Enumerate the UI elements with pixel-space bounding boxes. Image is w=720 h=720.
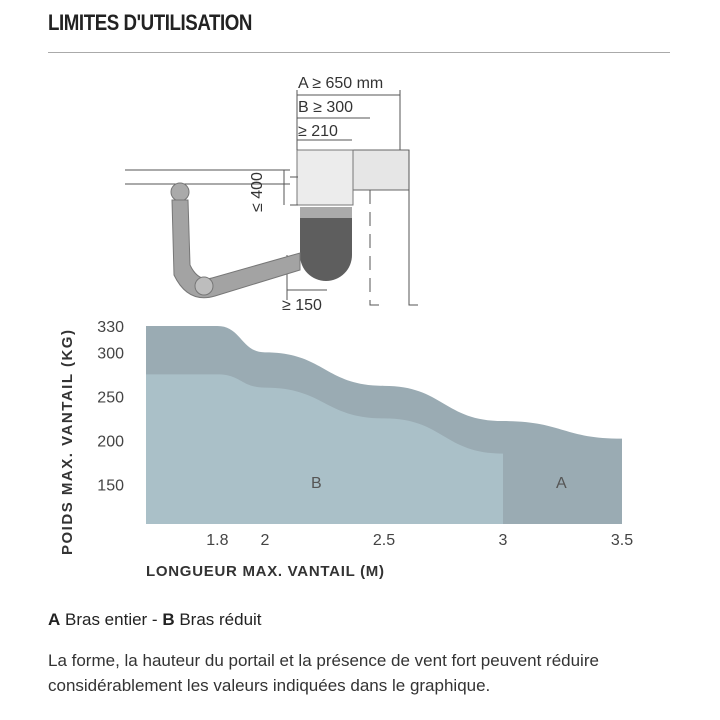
y-tick-label: 330: [97, 319, 124, 336]
legend: A Bras entier - B Bras réduit: [48, 610, 262, 630]
dim-150-label: ≥ 150: [282, 297, 322, 314]
note-text: La forme, la hauteur du portail et la pr…: [48, 651, 599, 695]
x-tick-label: 3.5: [611, 532, 633, 549]
legend-b-text: Bras réduit: [174, 610, 262, 629]
y-tick-label: 300: [97, 345, 124, 362]
y-tick-label: 200: [97, 433, 124, 450]
motor-body: [300, 218, 352, 281]
area-series-b: [146, 374, 503, 524]
motor-top: [300, 207, 352, 219]
x-tick-label: 2: [261, 532, 270, 549]
dimension-lines-2: [283, 170, 327, 300]
divider: [48, 52, 670, 53]
wall-line: [408, 150, 418, 306]
arm-joint: [194, 276, 214, 296]
x-tick-label: 2.5: [373, 532, 395, 549]
dashed-line: [369, 190, 385, 306]
dim-400-label: ≤ 400: [249, 172, 266, 212]
region-label-a: A: [556, 475, 567, 492]
motor-bracket: [296, 149, 354, 206]
x-tick-label: 3: [499, 532, 508, 549]
region-label-b: B: [311, 475, 322, 492]
gate-leaf: [125, 169, 290, 185]
x-tick-label: 1.8: [206, 532, 228, 549]
x-axis-label: LONGUEUR MAX. VANTAIL (M): [146, 563, 384, 580]
legend-a-key: A: [48, 610, 61, 629]
dim-210-label: ≥ 210: [298, 123, 338, 140]
y-tick-label: 150: [97, 477, 124, 494]
dimension-lines: [296, 90, 401, 150]
arm: [171, 199, 301, 299]
y-tick-label: 250: [97, 389, 124, 406]
page-title: LIMITES D'UTILISATION: [48, 10, 252, 35]
y-axis-label: POIDS MAX. VANTAIL (KG): [59, 330, 76, 555]
legend-b-key: B: [162, 610, 175, 629]
dim-a-label: A ≥ 650 mm: [298, 75, 383, 92]
dim-b-label: B ≥ 300: [298, 99, 353, 116]
legend-a-text: Bras entier -: [60, 610, 163, 629]
